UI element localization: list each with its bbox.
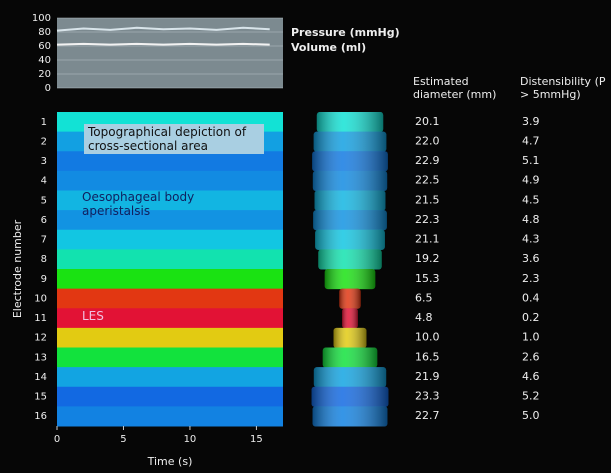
y-tick-label: 60 xyxy=(38,41,51,52)
table-cell: 4.3 xyxy=(522,233,540,246)
profile-shade xyxy=(313,406,388,426)
profile-shade xyxy=(325,269,375,289)
table-cell: 19.2 xyxy=(415,252,440,265)
table-cell: 15.3 xyxy=(415,272,440,285)
legend-label: Volume (ml) xyxy=(291,41,366,54)
heatmap-cell xyxy=(57,328,283,348)
y-tick-label: 12 xyxy=(34,333,47,344)
table-cell: 2.6 xyxy=(522,350,540,363)
y-tick-label: 6 xyxy=(41,215,47,226)
x-axis-label: Time (s) xyxy=(147,455,193,468)
table-cell: 2.3 xyxy=(522,272,540,285)
heatmap-cell xyxy=(57,249,283,269)
profile-shade xyxy=(339,289,360,309)
y-tick-label: 20 xyxy=(38,69,51,80)
table-cell: 0.4 xyxy=(522,291,540,304)
heatmap-cell xyxy=(57,367,283,387)
table-cell: 5.2 xyxy=(522,390,540,403)
y-tick-label: 14 xyxy=(34,372,47,383)
table-cell: 23.3 xyxy=(415,390,440,403)
heatmap-cell xyxy=(57,289,283,309)
table-cell: 4.7 xyxy=(522,134,540,147)
table-cell: 4.8 xyxy=(415,311,433,324)
y-tick-label: 3 xyxy=(41,156,47,167)
y-tick-label: 100 xyxy=(32,13,51,24)
table-cell: 20.1 xyxy=(415,115,440,128)
heatmap-cell xyxy=(57,387,283,407)
y-tick-label: 1 xyxy=(41,117,47,128)
table-cell: 5.1 xyxy=(522,154,540,167)
x-tick-label: 15 xyxy=(250,434,263,445)
table-cell: 4.5 xyxy=(522,193,540,206)
table-cell: 21.1 xyxy=(415,233,440,246)
data-line xyxy=(57,44,270,45)
annotation: Topographical depiction of cross-section… xyxy=(84,124,264,154)
x-tick-label: 10 xyxy=(184,434,197,445)
profile-shade xyxy=(313,171,387,191)
profile-shade xyxy=(312,387,389,407)
heatmap-cell xyxy=(57,230,283,250)
column-header: Distensibility (P > 5mmHg) xyxy=(520,75,611,101)
y-tick-label: 80 xyxy=(38,27,51,38)
y-tick-label: 13 xyxy=(34,352,47,363)
y-tick-label: 9 xyxy=(41,274,47,285)
profile-shade xyxy=(314,367,386,387)
y-tick-label: 15 xyxy=(34,392,47,403)
profile-shade xyxy=(334,328,367,348)
heatmap-cell xyxy=(57,348,283,368)
y-tick-label: 4 xyxy=(41,176,47,187)
y-tick-label: 0 xyxy=(45,83,51,94)
table-cell: 4.6 xyxy=(522,370,540,383)
table-cell: 16.5 xyxy=(415,350,440,363)
table-cell: 21.9 xyxy=(415,370,440,383)
table-cell: 22.0 xyxy=(415,134,440,147)
heatmap-cell xyxy=(57,269,283,289)
profile-shade xyxy=(312,151,388,171)
column-header: Estimated diameter (mm) xyxy=(413,75,513,101)
y-tick-label: 10 xyxy=(34,293,47,304)
profile-shade xyxy=(323,348,377,368)
y-tick-label: 5 xyxy=(41,195,47,206)
figure: 020406080100Pressure (mmHg)Volume (ml)12… xyxy=(0,0,611,473)
table-cell: 4.9 xyxy=(522,174,540,187)
annotation: LES xyxy=(82,309,104,323)
heatmap-cell xyxy=(57,151,283,171)
x-tick-label: 0 xyxy=(54,434,60,445)
table-cell: 22.9 xyxy=(415,154,440,167)
table-cell: 3.9 xyxy=(522,115,540,128)
y-tick-label: 7 xyxy=(41,235,47,246)
table-cell: 3.6 xyxy=(522,252,540,265)
profile-shade xyxy=(313,210,387,230)
profile-shade xyxy=(318,249,381,269)
table-cell: 1.0 xyxy=(522,331,540,344)
table-cell: 10.0 xyxy=(415,331,440,344)
y-tick-label: 16 xyxy=(34,411,47,422)
profile-shade xyxy=(317,112,383,132)
y-tick-label: 2 xyxy=(41,136,47,147)
table-cell: 22.3 xyxy=(415,213,440,226)
y-tick-label: 11 xyxy=(34,313,47,324)
profile-shade xyxy=(315,191,386,211)
x-tick-label: 5 xyxy=(120,434,126,445)
heatmap-cell xyxy=(57,406,283,426)
legend-label: Pressure (mmHg) xyxy=(291,26,400,39)
table-cell: 5.0 xyxy=(522,409,540,422)
chart: 020406080100Pressure (mmHg)Volume (ml)12… xyxy=(0,0,611,473)
annotation: Oesophageal body aperistalsis xyxy=(82,190,222,218)
y-tick-label: 40 xyxy=(38,55,51,66)
table-cell: 22.7 xyxy=(415,409,440,422)
table-cell: 4.8 xyxy=(522,213,540,226)
table-cell: 6.5 xyxy=(415,291,433,304)
y-tick-label: 8 xyxy=(41,254,47,265)
heatmap-cell xyxy=(57,171,283,191)
y-axis-label: Electrode number xyxy=(11,219,24,318)
table-cell: 0.2 xyxy=(522,311,540,324)
profile-shade xyxy=(315,230,385,250)
table-cell: 22.5 xyxy=(415,174,440,187)
profile-shade xyxy=(314,132,387,152)
profile-shade xyxy=(342,308,358,328)
table-cell: 21.5 xyxy=(415,193,440,206)
